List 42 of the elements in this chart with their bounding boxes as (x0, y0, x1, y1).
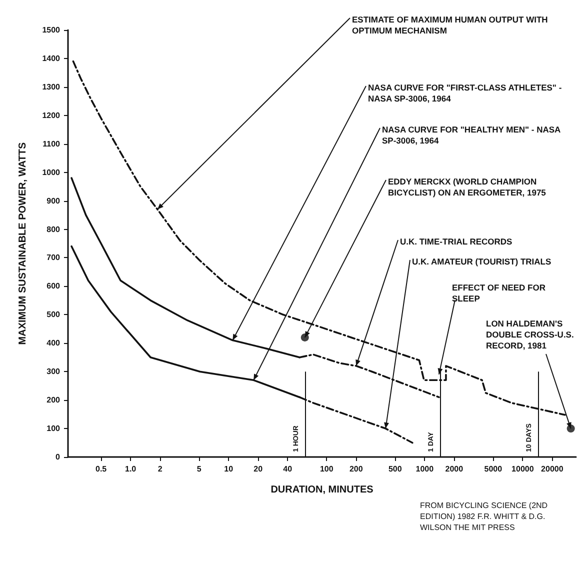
text: U.K. TIME-TRIAL RECORDS (400, 236, 513, 246)
x-axis-title: DURATION, MINUTES (270, 484, 374, 496)
x-tick-label: 1.0 (125, 464, 137, 474)
y-tick-label: 600 (46, 282, 61, 291)
y-tick-label: 1500 (42, 26, 61, 34)
y-axis-title: MAXIMUM SUSTAINABLE POWER, WATTS (18, 142, 28, 345)
x-tick-label: 20 (254, 464, 264, 474)
x-tick-label: 1000 (416, 464, 434, 474)
y-tick-label: 500 (46, 310, 61, 320)
text: U.K. AMATEUR (TOURIST) TRIALS (412, 256, 552, 266)
x-tick-label: 10 (224, 464, 234, 474)
y-tick-label: 700 (46, 253, 61, 262)
text: EDDY MERCKX (WORLD CHAMPION BICYCLIST) ON AN ERGOMETER, 1975 (388, 176, 546, 198)
y-tick-label: 800 (46, 224, 61, 234)
y-tick-label: 1000 (42, 168, 61, 177)
y-tick-label: 1400 (42, 54, 61, 63)
text: NASA CURVE FOR "HEALTHY MEN" - NASA SP-3006, 1964 (382, 124, 563, 146)
x-tick-label: 2000 (445, 464, 464, 474)
x-tick-label: 5 (196, 464, 202, 474)
y-tick-label: 100 (46, 424, 61, 434)
y-tick-label: 1100 (42, 139, 61, 148)
x-tick-label: 40 (283, 464, 293, 474)
text: FROM BICYCLING SCIENCE (2ND EDITION) 1982 F.R. WHITT & D.G. WILSON THE MIT PRESS (420, 501, 550, 532)
x-tick-label: 10000 (512, 464, 534, 474)
y-tick-label: 300 (46, 367, 61, 376)
text: NASA CURVE FOR "FIRST-CLASS ATHLETES" - NASA SP-3006, 1964 (368, 82, 564, 104)
x-tick-label: 5000 (484, 464, 503, 474)
y-tick-label: 1300 (42, 82, 61, 92)
text: ESTIMATE OF MAXIMUM HUMAN OUTPUT WITH OPTIMUM MECHANISM (352, 14, 550, 36)
x-tick-label: 500 (388, 464, 402, 474)
x-tick-label: 2 (158, 464, 163, 474)
annotation: EFFECT OF NEED FOR SLEEP (452, 282, 548, 304)
x-tick-label: 100 (320, 464, 334, 474)
y-tick-label: 0 (56, 452, 61, 462)
x-tick-label: 20000 (541, 464, 564, 474)
x-tick-label: 200 (349, 464, 364, 474)
y-tick-label: 200 (46, 396, 61, 405)
text: LON HALDEMAN'S DOUBLE CROSS-U.S. RECORD, 1981 (486, 318, 576, 350)
x-tick-label: 0.5 (95, 464, 108, 474)
y-tick-label: 1200 (42, 110, 61, 120)
y-tick-label: 400 (46, 338, 61, 348)
y-tick-label: 900 (46, 196, 61, 206)
